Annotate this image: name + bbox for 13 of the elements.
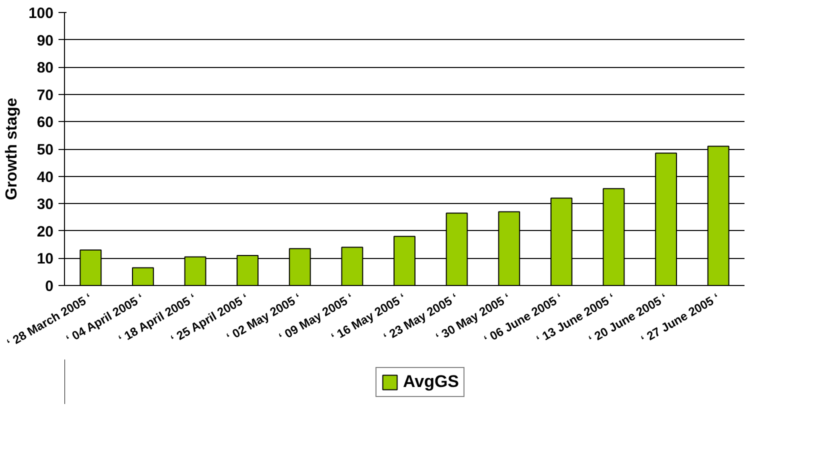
y-tick-label: 30: [36, 196, 54, 214]
y-tick-label: 0: [45, 278, 54, 295]
y-tick-label: 70: [36, 86, 54, 104]
y-tick-label: 100: [28, 5, 54, 22]
y-tick-label: 50: [36, 142, 54, 158]
y-tick-label: 90: [36, 32, 54, 50]
y-tick-label: 80: [36, 60, 54, 77]
y-tick-label: 10: [36, 250, 54, 268]
legend-label: AvgGS: [402, 372, 460, 392]
y-tick-label: 20: [36, 223, 54, 240]
y-tick-label: 40: [36, 168, 54, 186]
y-axis-title: Growth stage: [3, 98, 20, 200]
y-tick-label: 60: [36, 114, 54, 132]
